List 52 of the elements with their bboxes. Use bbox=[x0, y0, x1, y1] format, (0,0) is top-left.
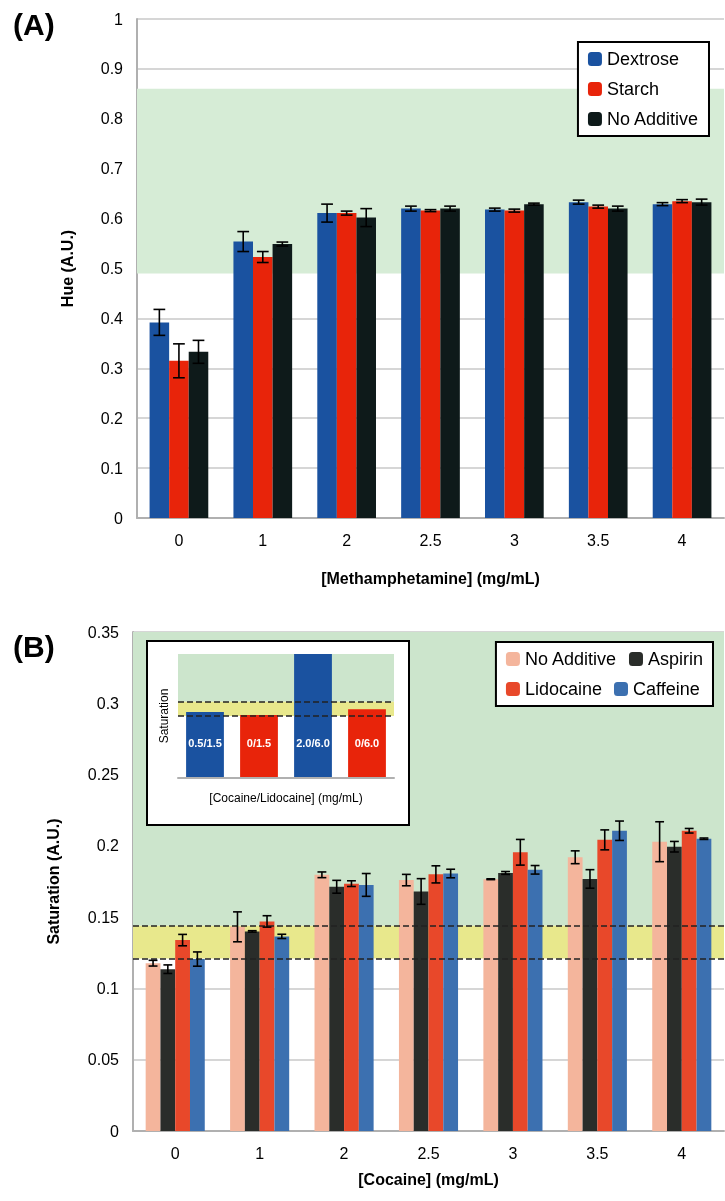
y-axis-title: Saturation (A.U.) bbox=[44, 818, 62, 945]
y-tick-label: 0.4 bbox=[100, 309, 124, 327]
y-tick-label: 0.9 bbox=[100, 60, 124, 78]
y-tick-label: 0.25 bbox=[87, 766, 120, 784]
y-tick-label: 0.15 bbox=[87, 908, 120, 926]
x-tick-label: 2.0/6.0 bbox=[296, 736, 330, 749]
legend-label: No Additive bbox=[524, 649, 616, 669]
y-tick-label: 0.8 bbox=[100, 110, 124, 128]
x-tick-label: 0 bbox=[170, 1144, 180, 1162]
x-tick-label: 2 bbox=[342, 531, 352, 549]
x-tick-label: 0.5/1.5 bbox=[188, 736, 222, 749]
y-tick-label: 0.2 bbox=[96, 837, 120, 855]
y-tick-label: 0 bbox=[110, 1122, 120, 1140]
y-tick-label: 0.05 bbox=[87, 1051, 120, 1069]
x-axis-title: [Cocaine/Lidocaine] (mg/mL) bbox=[209, 791, 363, 805]
x-tick-label: 3 bbox=[509, 531, 519, 549]
legend-label: Caffeine bbox=[633, 679, 700, 699]
y-axis-title: Hue (A.U.) bbox=[58, 229, 76, 308]
y-tick-label: 0.35 bbox=[87, 623, 120, 641]
x-tick-label: 2 bbox=[339, 1144, 349, 1162]
x-tick-label: 2.5 bbox=[417, 1144, 440, 1162]
legend-label: Lidocaine bbox=[524, 679, 602, 699]
y-tick-label: 0.3 bbox=[96, 694, 120, 712]
legend-label: Aspirin bbox=[647, 649, 704, 669]
y-tick-label: 0.3 bbox=[100, 359, 124, 377]
x-tick-label: 0 bbox=[174, 531, 184, 549]
x-axis-title: [Cocaine] (mg/mL) bbox=[358, 1170, 499, 1188]
y-tick-label: 1 bbox=[114, 10, 124, 28]
x-axis-title: [Methamphetamine] (mg/mL) bbox=[321, 569, 540, 587]
x-tick-label: 4 bbox=[677, 531, 687, 549]
y-tick-label: 0.1 bbox=[100, 459, 124, 477]
y-tick-label: 0 bbox=[114, 509, 124, 527]
x-tick-label: 0/1.5 bbox=[246, 736, 272, 749]
legend-label: Starch bbox=[606, 79, 659, 99]
y-axis-title: Saturation bbox=[157, 688, 171, 744]
y-tick-label: 0.5 bbox=[100, 260, 124, 277]
legend-label: Dextrose bbox=[606, 49, 679, 69]
y-tick-label: 0.6 bbox=[100, 210, 124, 228]
x-tick-label: 3 bbox=[508, 1144, 518, 1162]
y-tick-label: 0.7 bbox=[100, 160, 124, 178]
chart-title: (A) bbox=[13, 7, 55, 41]
y-tick-label: 0.2 bbox=[100, 409, 124, 427]
y-tick-label: 0.1 bbox=[96, 979, 120, 997]
x-tick-label: 0/6.0 bbox=[354, 736, 380, 749]
legend-label: No Additive bbox=[606, 109, 699, 129]
x-tick-label: 1 bbox=[255, 1144, 265, 1162]
x-tick-label: 3.5 bbox=[586, 1144, 609, 1162]
x-tick-label: 2.5 bbox=[419, 531, 442, 549]
x-tick-label: 3.5 bbox=[587, 531, 610, 549]
x-tick-label: 1 bbox=[258, 531, 268, 549]
x-tick-label: 4 bbox=[677, 1144, 687, 1162]
chart-title: (B) bbox=[13, 629, 55, 663]
